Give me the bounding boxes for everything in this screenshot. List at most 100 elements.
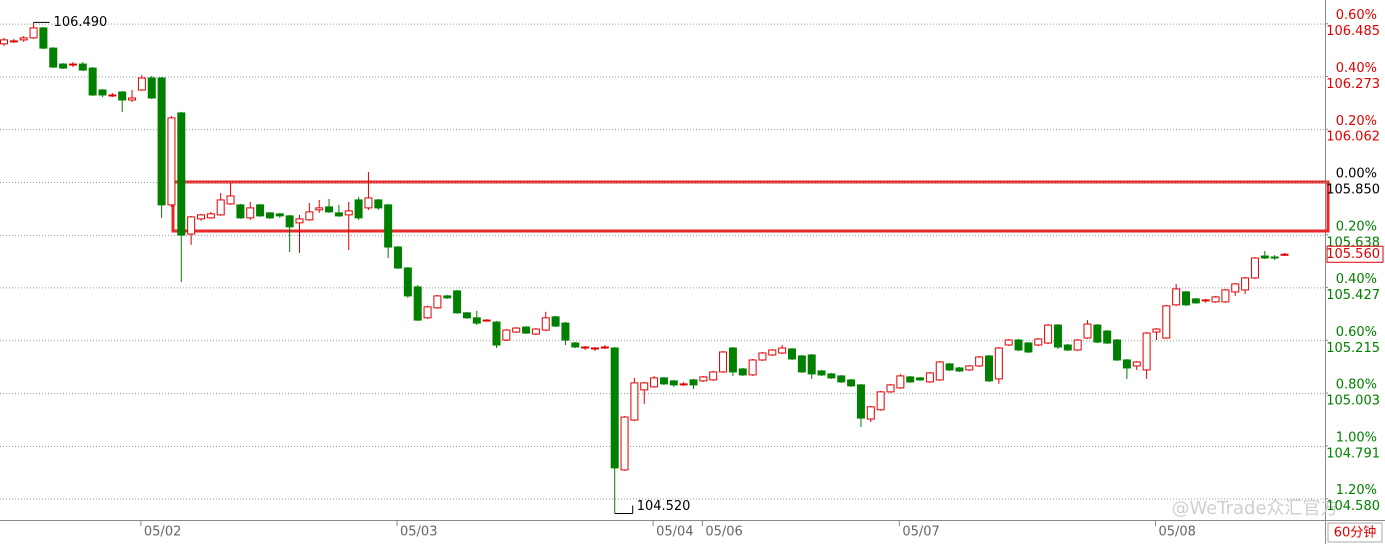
candle-body [354,199,363,219]
candle-body [1103,330,1112,344]
candle-body [374,199,383,209]
candle-body [256,204,265,217]
candle-body [768,349,777,356]
candle-body [315,207,324,211]
candle-body [906,376,915,383]
candle-body [837,375,846,383]
candle-body [1280,253,1289,256]
y-tick-label: 105.215 [1326,341,1380,356]
candle-body [177,112,186,236]
y2-tick-label: 0.40% [1336,61,1377,76]
candle-body [925,372,934,383]
candle-body [1004,339,1013,346]
x-tick-label: 05/07 [902,525,939,540]
candle-body [689,379,698,386]
candle-body [847,379,856,387]
candle-body [1250,257,1259,279]
y-tick-label: 104.580 [1326,499,1380,514]
candle-body [453,290,462,314]
candle-body [482,319,491,322]
candle-body [531,328,540,335]
candle-body [206,213,215,219]
candle-body [699,376,708,382]
last-price-label: 105.560 [1326,247,1380,262]
candle-body [551,316,560,327]
candle-body [19,37,28,41]
candle-body [226,195,235,205]
candle-body [1182,291,1190,306]
y2-tick-label: 1.20% [1336,483,1377,498]
y-tick-label: 106.062 [1326,130,1380,145]
candle-body [295,218,304,224]
period-box [1327,522,1383,543]
candle-body [187,216,196,235]
candle-body [49,47,58,68]
candle-body [88,67,97,96]
candle-body [788,348,796,360]
candle-body [591,347,599,350]
x-tick-label: 05/03 [400,525,437,540]
max-label: 106.490 [54,15,108,30]
candle-body [965,365,974,371]
candle-body [197,214,205,220]
watermark: @WeTrade众汇官方 [1171,498,1338,519]
candle-body [728,347,737,373]
candle-body [68,63,77,66]
candle-body [1083,323,1092,339]
candle-body [610,347,619,469]
y2-tick-label: 0.80% [1336,378,1377,393]
candle-body [98,89,107,96]
x-tick-label: 05/02 [144,525,181,540]
candle-body [620,416,629,471]
candle-body [157,77,166,206]
candle-body [275,213,284,217]
candle-body [945,363,954,371]
candle-body [866,406,875,420]
candle-body [896,375,905,389]
candle-body [443,295,452,299]
candle-body [561,322,570,341]
candle-body [29,27,38,39]
candle-body [59,63,68,69]
candle-body [571,342,580,348]
candle-body [669,380,678,386]
candle-body [1034,338,1043,346]
candle-body [719,351,728,373]
y2-tick-label: 0.40% [1336,272,1377,287]
candle-body [413,286,422,321]
candle-body [1024,342,1033,353]
candle-body [1241,277,1250,291]
candle-body [334,212,343,217]
candle-body [1221,289,1230,303]
y2-tick-label: 0.60% [1336,8,1377,23]
y2-tick-label: 0.60% [1336,325,1377,340]
candle-body [738,368,747,376]
candle-body [935,361,944,381]
candle-body [679,383,688,386]
candle-body [325,206,334,213]
candle-body [147,77,156,99]
candle-body [265,212,274,219]
candle-body [876,391,885,411]
candle-body [1162,305,1171,339]
candle-body [886,384,895,393]
candle-body [1270,256,1279,259]
y-tick-label: 105.427 [1326,288,1380,303]
candle-body [492,321,501,346]
candle-body [709,371,718,381]
candle-body [285,215,294,228]
candle-body [1152,328,1161,333]
candle-body [1191,298,1200,304]
candle-body [856,384,865,419]
candle-body [472,317,481,324]
candle-body [985,355,993,382]
candle-body [581,346,590,349]
candle-body [748,359,757,376]
candle-body [827,373,836,379]
candle-body [1093,324,1102,343]
candle-body [108,94,117,97]
candle-body [807,354,816,375]
y2-tick-label: 0.20% [1336,219,1377,234]
candle-body [1044,324,1053,344]
candle-body [512,327,521,333]
